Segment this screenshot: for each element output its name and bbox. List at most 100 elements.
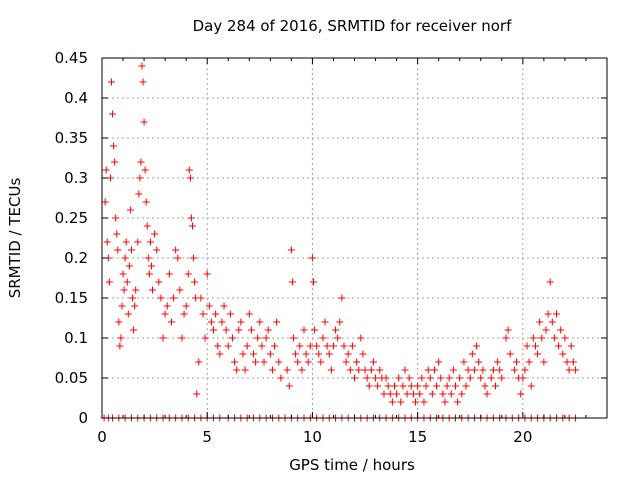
data-point xyxy=(336,318,344,326)
y-tick-label: 0.1 xyxy=(64,329,88,347)
data-point xyxy=(268,366,276,374)
data-point xyxy=(536,318,544,326)
data-point xyxy=(496,366,504,374)
data-point xyxy=(188,222,196,230)
data-point xyxy=(401,366,409,374)
data-point xyxy=(120,286,128,294)
data-point xyxy=(132,286,140,294)
data-point xyxy=(367,366,375,374)
data-point xyxy=(407,382,415,390)
data-point xyxy=(430,366,438,374)
data-point xyxy=(420,398,428,406)
data-point xyxy=(304,358,312,366)
data-point xyxy=(106,174,114,182)
data-point xyxy=(271,342,279,350)
data-point xyxy=(527,382,535,390)
data-point xyxy=(127,246,135,254)
data-point xyxy=(250,350,257,358)
data-point xyxy=(113,230,121,238)
data-point xyxy=(489,366,497,374)
data-point xyxy=(298,366,306,374)
data-point xyxy=(504,326,512,334)
data-point xyxy=(275,358,283,366)
data-point xyxy=(138,62,146,70)
data-point xyxy=(456,374,464,382)
data-point xyxy=(571,366,579,374)
data-point xyxy=(327,366,335,374)
data-point xyxy=(306,342,314,350)
data-point xyxy=(412,398,420,406)
data-point xyxy=(481,382,489,390)
data-point xyxy=(241,366,249,374)
data-point xyxy=(315,350,323,358)
data-point xyxy=(245,310,253,318)
data-point xyxy=(544,310,552,318)
data-point xyxy=(292,350,300,358)
y-tick-label: 0.4 xyxy=(64,89,88,107)
data-point xyxy=(321,318,329,326)
data-point xyxy=(357,334,365,342)
data-point xyxy=(435,358,443,366)
data-point xyxy=(233,366,241,374)
data-point xyxy=(216,350,224,358)
data-point xyxy=(563,358,571,366)
data-point xyxy=(422,382,430,390)
data-point xyxy=(386,390,394,398)
data-point xyxy=(224,342,232,350)
data-point xyxy=(388,398,396,406)
data-point xyxy=(178,334,186,342)
data-point xyxy=(470,366,478,374)
data-point xyxy=(101,198,109,206)
x-tick-label: 10 xyxy=(303,428,322,446)
data-point xyxy=(473,342,481,350)
data-point xyxy=(519,374,527,382)
data-point xyxy=(110,142,118,150)
data-point xyxy=(153,246,161,254)
data-point xyxy=(288,278,296,286)
data-point xyxy=(557,326,565,334)
data-point xyxy=(433,382,441,390)
data-point xyxy=(531,342,539,350)
data-point xyxy=(393,390,401,398)
data-point xyxy=(494,358,502,366)
y-tick-labels: 0 0.05 0.1 0.15 0.2 0.25 0.3 0.35 0.4 0.45 xyxy=(55,49,88,427)
data-point xyxy=(548,318,556,326)
data-point xyxy=(228,334,236,342)
x-tick-label: 20 xyxy=(513,428,532,446)
data-point xyxy=(147,262,155,270)
data-point xyxy=(190,254,198,262)
data-point xyxy=(258,342,266,350)
data-point xyxy=(105,278,113,286)
data-point xyxy=(145,270,153,278)
data-point xyxy=(165,270,173,278)
data-point xyxy=(182,302,190,310)
data-point xyxy=(124,310,132,318)
data-point xyxy=(338,294,346,302)
data-point xyxy=(428,390,436,398)
data-point xyxy=(125,262,133,270)
data-point xyxy=(332,326,340,334)
data-point xyxy=(149,286,156,294)
data-point xyxy=(405,374,413,382)
data-point xyxy=(146,238,154,246)
data-point xyxy=(546,278,554,286)
data-point xyxy=(353,358,361,366)
data-point xyxy=(340,342,348,350)
data-point xyxy=(212,310,220,318)
data-point xyxy=(355,366,363,374)
data-point xyxy=(550,334,558,342)
x-tick-labels: 0 5 10 15 20 xyxy=(97,428,532,446)
data-point xyxy=(136,174,144,182)
chart-title: Day 284 of 2016, SRMTID for receiver nor… xyxy=(193,17,513,35)
data-point xyxy=(205,302,213,310)
data-point xyxy=(254,334,262,342)
data-point xyxy=(506,350,514,358)
data-point xyxy=(191,278,199,286)
y-tick-label: 0.35 xyxy=(55,129,88,147)
data-point xyxy=(266,350,274,358)
data-point xyxy=(180,310,188,318)
data-point xyxy=(109,110,117,118)
y-axis-title: SRMTID / TECUs xyxy=(6,178,24,299)
data-point xyxy=(479,366,487,374)
data-point xyxy=(351,374,358,382)
